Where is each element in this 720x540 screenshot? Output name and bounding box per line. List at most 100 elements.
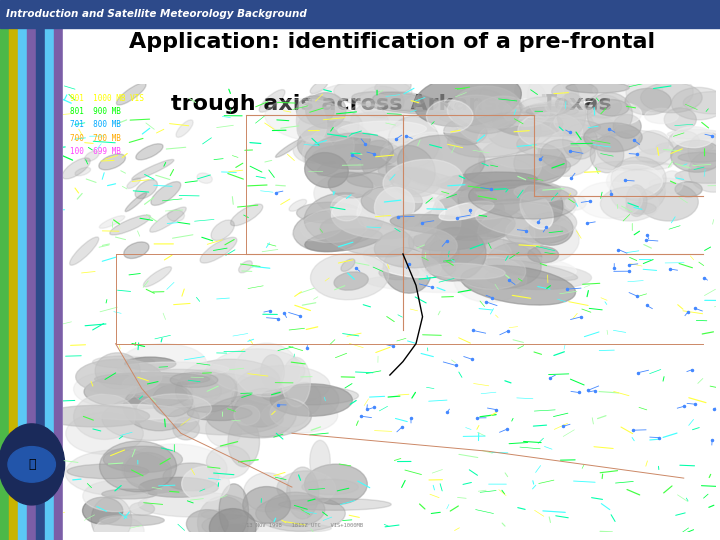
Ellipse shape (206, 395, 312, 438)
Ellipse shape (297, 121, 370, 164)
Ellipse shape (641, 83, 702, 113)
Ellipse shape (123, 383, 194, 431)
Ellipse shape (485, 265, 592, 289)
Ellipse shape (243, 487, 290, 523)
Ellipse shape (338, 121, 426, 138)
Ellipse shape (130, 502, 155, 516)
Ellipse shape (626, 72, 693, 112)
Ellipse shape (228, 417, 259, 467)
Ellipse shape (265, 99, 359, 142)
Ellipse shape (305, 133, 393, 177)
Ellipse shape (475, 96, 529, 128)
Ellipse shape (440, 238, 541, 289)
Ellipse shape (636, 148, 703, 165)
Ellipse shape (519, 97, 572, 116)
Ellipse shape (234, 388, 297, 437)
Ellipse shape (94, 517, 144, 540)
Ellipse shape (521, 104, 593, 118)
Ellipse shape (333, 112, 405, 133)
Ellipse shape (176, 120, 193, 137)
Ellipse shape (545, 100, 566, 113)
Ellipse shape (100, 515, 164, 526)
Ellipse shape (664, 108, 696, 131)
Ellipse shape (102, 397, 199, 441)
Ellipse shape (235, 343, 299, 397)
Ellipse shape (529, 212, 573, 245)
Ellipse shape (350, 104, 390, 150)
Ellipse shape (521, 224, 569, 244)
Ellipse shape (378, 166, 475, 197)
Ellipse shape (492, 189, 577, 227)
Ellipse shape (482, 252, 541, 275)
Ellipse shape (644, 109, 678, 124)
Ellipse shape (379, 265, 419, 280)
Ellipse shape (85, 151, 99, 161)
Ellipse shape (73, 373, 137, 406)
Ellipse shape (282, 357, 310, 407)
Ellipse shape (305, 193, 384, 245)
Ellipse shape (211, 220, 235, 240)
Ellipse shape (181, 359, 279, 400)
Ellipse shape (487, 112, 541, 148)
Ellipse shape (314, 172, 405, 220)
Ellipse shape (373, 92, 438, 111)
Ellipse shape (436, 172, 537, 191)
Ellipse shape (518, 112, 582, 148)
Ellipse shape (302, 127, 354, 173)
Ellipse shape (132, 375, 222, 407)
Ellipse shape (331, 188, 445, 239)
Ellipse shape (430, 240, 459, 265)
Ellipse shape (426, 100, 473, 133)
Ellipse shape (492, 109, 563, 137)
Ellipse shape (593, 80, 663, 100)
Ellipse shape (289, 382, 321, 415)
Ellipse shape (479, 139, 542, 186)
Ellipse shape (422, 227, 486, 281)
Ellipse shape (308, 81, 380, 102)
Ellipse shape (458, 181, 561, 204)
Ellipse shape (420, 205, 516, 240)
Ellipse shape (187, 406, 252, 421)
Ellipse shape (152, 384, 193, 416)
Bar (45, 28, 54, 540)
Ellipse shape (184, 373, 255, 400)
Ellipse shape (447, 95, 514, 130)
Ellipse shape (289, 199, 307, 211)
Ellipse shape (122, 369, 237, 399)
Ellipse shape (505, 214, 560, 247)
Ellipse shape (261, 355, 284, 389)
Ellipse shape (330, 139, 364, 166)
Ellipse shape (595, 161, 672, 171)
Ellipse shape (207, 446, 250, 478)
Ellipse shape (678, 152, 720, 162)
Ellipse shape (392, 167, 440, 197)
Ellipse shape (132, 159, 174, 180)
Ellipse shape (550, 114, 616, 138)
Ellipse shape (626, 185, 647, 217)
Text: Application: identification of a pre-frontal: Application: identification of a pre-fro… (129, 32, 654, 52)
Ellipse shape (458, 181, 523, 220)
Ellipse shape (293, 136, 334, 163)
Ellipse shape (186, 510, 228, 538)
Ellipse shape (484, 259, 577, 280)
Ellipse shape (397, 136, 485, 186)
Ellipse shape (150, 207, 186, 232)
Ellipse shape (334, 77, 412, 106)
Ellipse shape (297, 96, 334, 125)
Ellipse shape (91, 496, 132, 540)
Ellipse shape (528, 247, 559, 263)
Ellipse shape (386, 145, 435, 194)
Ellipse shape (626, 202, 656, 214)
Ellipse shape (95, 353, 140, 389)
Ellipse shape (357, 186, 392, 227)
Ellipse shape (585, 95, 621, 118)
Ellipse shape (206, 410, 242, 447)
Ellipse shape (297, 106, 363, 150)
Ellipse shape (449, 85, 521, 134)
Ellipse shape (83, 497, 123, 524)
Ellipse shape (436, 190, 505, 232)
Ellipse shape (99, 441, 176, 492)
Ellipse shape (138, 394, 212, 423)
Ellipse shape (464, 154, 570, 186)
Ellipse shape (675, 168, 720, 183)
